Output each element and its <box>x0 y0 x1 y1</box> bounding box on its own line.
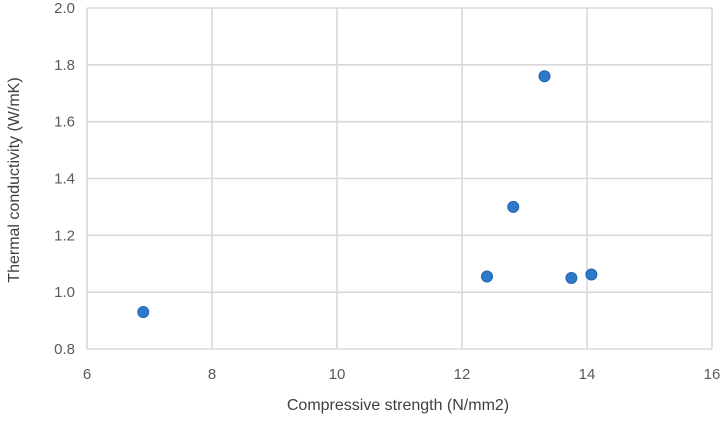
y-tick-label: 2.0 <box>54 0 75 17</box>
y-tick-label: 1.2 <box>54 227 75 244</box>
x-tick-label: 14 <box>579 366 596 383</box>
grid-lines <box>86 7 713 350</box>
y-tick-label: 0.8 <box>54 341 75 358</box>
x-axis-tick-labels: 6 8 10 12 14 16 <box>83 366 721 383</box>
data-point <box>507 200 520 213</box>
x-tick-label: 10 <box>329 366 346 383</box>
y-tick-label: 1.0 <box>54 284 75 301</box>
data-point <box>481 270 493 283</box>
x-tick-label: 6 <box>83 366 91 383</box>
y-tick-label: 1.6 <box>54 114 75 131</box>
x-tick-label: 12 <box>454 366 471 383</box>
data-point <box>585 268 598 281</box>
y-tick-label: 1.4 <box>54 171 75 188</box>
data-points <box>137 70 598 319</box>
data-point <box>538 70 551 83</box>
y-tick-label: 1.8 <box>54 57 75 74</box>
x-tick-label: 16 <box>704 366 721 383</box>
data-point <box>137 306 150 319</box>
y-axis-tick-labels: 0.8 1.0 1.2 1.4 1.6 1.8 2.0 <box>54 0 75 358</box>
x-axis-title: Compressive strength (N/mm2) <box>287 397 509 414</box>
y-axis-title: Thermal conductivity (W/mK) <box>6 77 23 282</box>
x-tick-label: 8 <box>208 366 216 383</box>
data-point <box>565 271 578 284</box>
